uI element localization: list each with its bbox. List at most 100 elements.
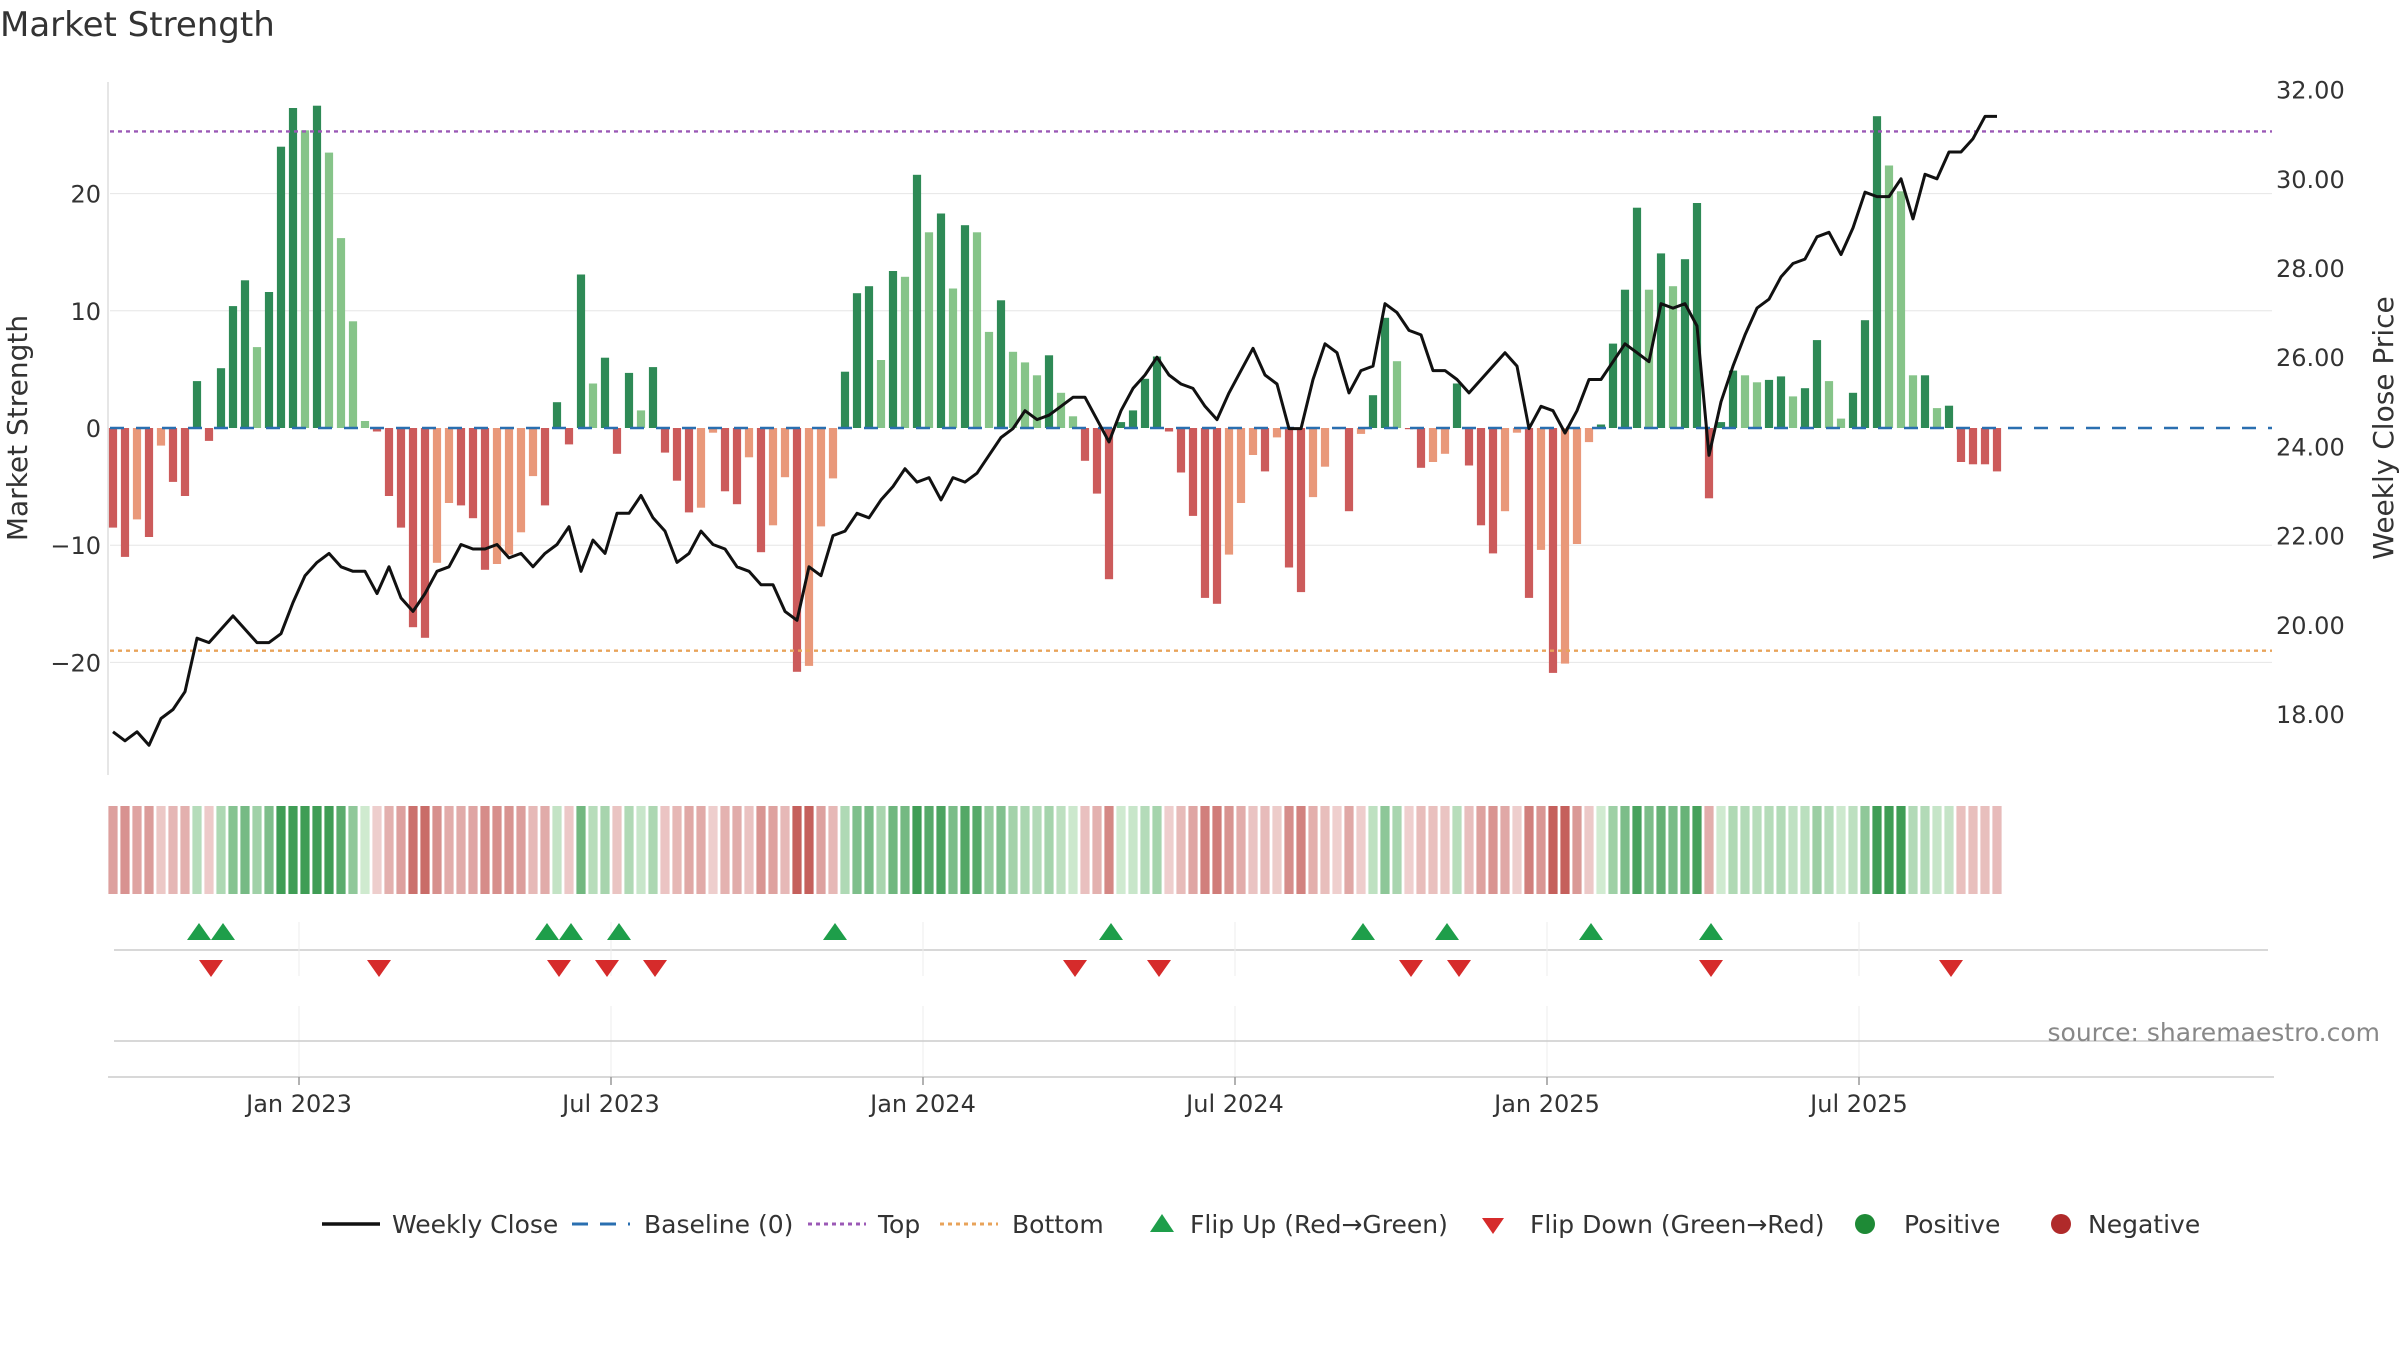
flip-down-marker — [1147, 960, 1171, 977]
legend-label: Top — [877, 1210, 920, 1239]
strength-bar — [1824, 381, 1834, 428]
flip-down-marker — [367, 960, 391, 977]
flip-down-markers — [199, 960, 1963, 977]
weekly-close-line — [112, 114, 1997, 747]
strip-cell — [156, 806, 166, 894]
strength-bar — [1320, 428, 1330, 467]
strength-bar — [1884, 165, 1894, 428]
strength-bar — [936, 213, 946, 428]
strip-cell — [1680, 806, 1690, 894]
strength-bar — [468, 428, 478, 519]
strength-bar — [888, 271, 898, 428]
strip-cell — [1416, 806, 1426, 894]
strip-cell — [900, 806, 910, 894]
strength-bar — [1260, 428, 1270, 472]
strength-bar — [1848, 392, 1858, 428]
strength-bar — [636, 410, 646, 428]
strip-cell — [1584, 806, 1594, 894]
strip-cell — [168, 806, 178, 894]
strip-cell — [960, 806, 970, 894]
legend-swatch-flip-up — [1150, 1214, 1174, 1232]
legend-item: Flip Down (Green→Red) — [1482, 1210, 1825, 1239]
strength-bar — [1632, 207, 1642, 428]
strength-bar — [228, 306, 238, 428]
strength-bar — [1704, 428, 1714, 499]
strip-cell — [1368, 806, 1378, 894]
strip-cell — [1116, 806, 1126, 894]
legend-item: Top — [808, 1210, 920, 1239]
strength-bar — [1128, 410, 1138, 428]
strip-cell — [1464, 806, 1474, 894]
strip-cell — [336, 806, 346, 894]
strip-cell — [1104, 806, 1114, 894]
strip-cell — [132, 806, 142, 894]
strip-cell — [816, 806, 826, 894]
legend-item: Flip Up (Red→Green) — [1150, 1210, 1448, 1239]
strip-cell — [1224, 806, 1234, 894]
x-tick-label: Jul 2024 — [1184, 1090, 1284, 1118]
strip-cell — [1164, 806, 1174, 894]
right-tick-label: 28.00 — [2276, 255, 2345, 283]
strength-bar — [1044, 355, 1054, 428]
strip-cell — [1548, 806, 1558, 894]
strip-cell — [264, 806, 274, 894]
strip-cell — [996, 806, 1006, 894]
strength-bar — [948, 288, 958, 428]
strip-cell — [624, 806, 634, 894]
strip-cell — [804, 806, 814, 894]
strength-bar — [1080, 428, 1090, 461]
strength-bar — [1968, 428, 1978, 465]
strength-bar — [900, 276, 910, 428]
strength-bar — [144, 428, 154, 537]
strength-bar — [1020, 362, 1030, 428]
strip-cell — [516, 806, 526, 894]
strip-cell — [1716, 806, 1726, 894]
strip-cell — [840, 806, 850, 894]
strip-cell — [1764, 806, 1774, 894]
source-credit: source: sharemaestro.com — [2048, 1018, 2381, 1047]
flip-down-marker — [547, 960, 571, 977]
strength-bar — [1584, 428, 1594, 443]
strength-bar — [1800, 388, 1810, 428]
strip-cell — [1692, 806, 1702, 894]
flip-down-marker — [1063, 960, 1087, 977]
strength-bar — [1572, 428, 1582, 544]
strip-cell — [540, 806, 550, 894]
strength-bar — [624, 372, 634, 428]
strip-cell — [420, 806, 430, 894]
strip-cell — [1176, 806, 1186, 894]
strip-cell — [660, 806, 670, 894]
strip-cell — [1512, 806, 1522, 894]
strip-cell — [1044, 806, 1054, 894]
strength-bar — [516, 428, 526, 533]
strength-bar — [1548, 428, 1558, 673]
strip-cell — [1068, 806, 1078, 894]
strength-bar — [120, 428, 130, 557]
strip-cell — [468, 806, 478, 894]
strength-bar — [1488, 428, 1498, 554]
strength-bar — [1416, 428, 1426, 468]
strip-cell — [492, 806, 502, 894]
strip-cell — [612, 806, 622, 894]
strength-bar — [288, 108, 298, 428]
strength-bar — [1896, 191, 1906, 428]
strength-bar — [1980, 428, 1990, 465]
strip-cell — [1404, 806, 1414, 894]
strip-cell — [1476, 806, 1486, 894]
strip-cell — [912, 806, 922, 894]
strip-cell — [348, 806, 358, 894]
strip-cell — [1020, 806, 1030, 894]
top-bottom-levels — [110, 130, 2272, 652]
strength-bar — [576, 274, 586, 428]
right-tick-label: 18.00 — [2276, 701, 2345, 729]
strip-cell — [432, 806, 442, 894]
strength-bar — [432, 428, 442, 563]
flip-up-marker — [187, 923, 211, 940]
right-tick-label: 26.00 — [2276, 344, 2345, 372]
x-tick-label: Jul 2025 — [1808, 1090, 1908, 1118]
strength-bar — [1920, 375, 1930, 428]
strength-bar — [1452, 383, 1462, 428]
strength-bar — [1872, 116, 1882, 428]
strip-cell — [300, 806, 310, 894]
strip-cell — [756, 806, 766, 894]
